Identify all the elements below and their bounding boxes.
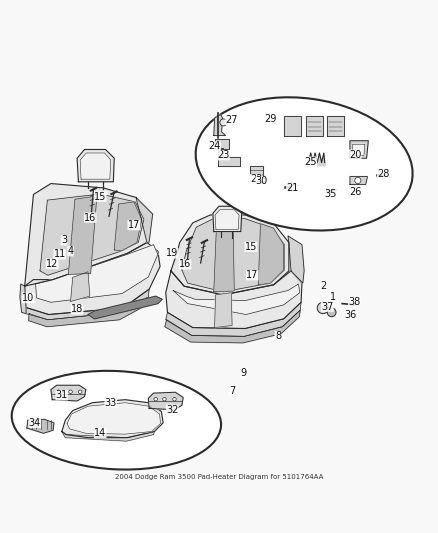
Polygon shape xyxy=(26,289,149,320)
Polygon shape xyxy=(51,385,86,401)
Polygon shape xyxy=(251,166,263,174)
Polygon shape xyxy=(165,310,300,343)
Text: 17: 17 xyxy=(127,220,140,230)
Polygon shape xyxy=(182,219,285,292)
Text: 33: 33 xyxy=(105,398,117,408)
Polygon shape xyxy=(20,284,26,313)
Text: 20: 20 xyxy=(349,150,361,160)
Circle shape xyxy=(355,177,361,183)
Polygon shape xyxy=(258,224,284,285)
Text: 10: 10 xyxy=(22,293,34,303)
Text: 24: 24 xyxy=(208,141,221,151)
Circle shape xyxy=(78,390,82,393)
Polygon shape xyxy=(68,197,97,274)
Circle shape xyxy=(57,390,60,393)
Text: 9: 9 xyxy=(240,368,246,378)
Ellipse shape xyxy=(196,98,413,230)
Polygon shape xyxy=(327,116,344,135)
Polygon shape xyxy=(215,139,230,149)
Text: 14: 14 xyxy=(94,429,106,438)
Polygon shape xyxy=(62,400,163,438)
Text: 37: 37 xyxy=(321,302,333,312)
Polygon shape xyxy=(214,115,226,135)
Text: 21: 21 xyxy=(286,183,299,193)
Text: 11: 11 xyxy=(53,249,66,259)
Polygon shape xyxy=(80,153,111,179)
Polygon shape xyxy=(71,272,90,302)
Polygon shape xyxy=(27,419,54,433)
Circle shape xyxy=(327,308,336,317)
Polygon shape xyxy=(28,297,149,327)
Text: 27: 27 xyxy=(225,115,237,125)
Text: 29: 29 xyxy=(264,114,277,124)
Polygon shape xyxy=(77,149,114,182)
Text: 30: 30 xyxy=(256,176,268,187)
Polygon shape xyxy=(215,210,239,229)
Polygon shape xyxy=(114,202,142,251)
Polygon shape xyxy=(218,148,240,166)
Polygon shape xyxy=(214,217,234,292)
Polygon shape xyxy=(136,198,152,243)
Text: 3: 3 xyxy=(61,235,67,245)
Polygon shape xyxy=(25,183,152,286)
Text: 1: 1 xyxy=(329,292,336,302)
Text: 35: 35 xyxy=(325,189,337,199)
Text: 36: 36 xyxy=(344,310,356,319)
Polygon shape xyxy=(215,293,232,328)
Circle shape xyxy=(220,119,227,126)
Polygon shape xyxy=(67,403,160,434)
Polygon shape xyxy=(353,144,365,156)
Text: 16: 16 xyxy=(179,260,191,269)
Text: 23: 23 xyxy=(217,150,230,160)
Polygon shape xyxy=(166,271,302,328)
Polygon shape xyxy=(171,215,289,295)
Text: 4: 4 xyxy=(67,246,74,256)
Circle shape xyxy=(317,302,328,313)
Polygon shape xyxy=(350,176,367,184)
Text: 12: 12 xyxy=(46,259,58,269)
Text: 2004 Dodge Ram 3500 Pad-Heater Diagram for 5101764AA: 2004 Dodge Ram 3500 Pad-Heater Diagram f… xyxy=(115,473,323,480)
Polygon shape xyxy=(173,284,300,314)
Text: 34: 34 xyxy=(28,418,41,428)
Text: 38: 38 xyxy=(348,297,360,308)
Text: 19: 19 xyxy=(166,248,178,259)
Polygon shape xyxy=(306,116,323,135)
Text: 18: 18 xyxy=(71,304,83,314)
Text: 32: 32 xyxy=(166,405,178,415)
Polygon shape xyxy=(166,302,301,336)
Polygon shape xyxy=(25,243,160,314)
Circle shape xyxy=(154,398,157,401)
Text: 15: 15 xyxy=(94,192,106,201)
Text: 16: 16 xyxy=(84,213,96,223)
Polygon shape xyxy=(350,141,368,158)
Text: 17: 17 xyxy=(246,270,258,280)
Text: 15: 15 xyxy=(245,242,257,252)
Polygon shape xyxy=(288,236,304,283)
Circle shape xyxy=(173,398,176,401)
Ellipse shape xyxy=(12,371,221,470)
Polygon shape xyxy=(40,194,144,275)
Text: 7: 7 xyxy=(229,386,235,396)
Text: 22: 22 xyxy=(250,174,262,184)
Text: 2: 2 xyxy=(321,281,327,291)
Text: 28: 28 xyxy=(377,169,389,179)
Text: 8: 8 xyxy=(275,332,281,341)
Polygon shape xyxy=(213,206,242,231)
Polygon shape xyxy=(35,245,158,302)
Polygon shape xyxy=(88,296,162,319)
Text: 31: 31 xyxy=(56,390,68,400)
Text: 25: 25 xyxy=(304,157,317,167)
Text: 26: 26 xyxy=(349,187,361,197)
Circle shape xyxy=(69,390,72,393)
Circle shape xyxy=(257,175,265,183)
Circle shape xyxy=(162,398,166,401)
Polygon shape xyxy=(285,116,301,135)
Polygon shape xyxy=(62,432,154,441)
Polygon shape xyxy=(148,392,183,410)
